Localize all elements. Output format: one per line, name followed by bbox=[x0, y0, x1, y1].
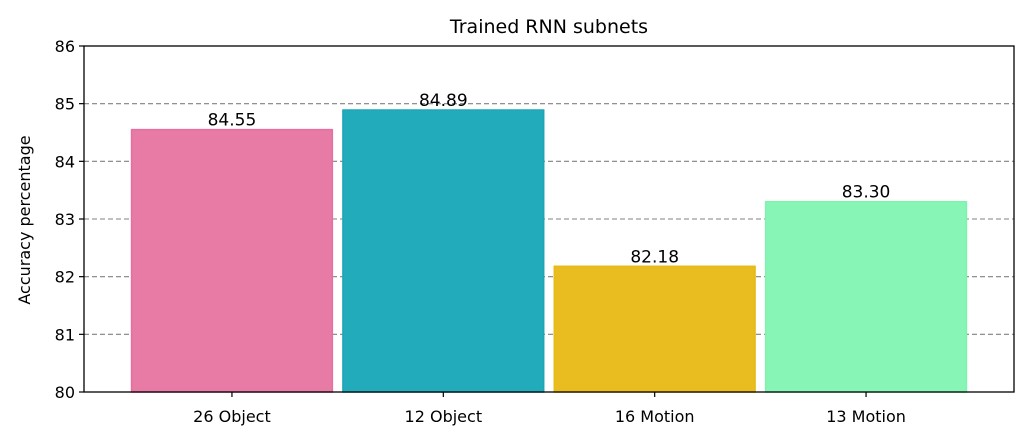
x-tick-label: 16 Motion bbox=[615, 407, 695, 426]
bars bbox=[130, 109, 968, 393]
x-tick-label: 12 Object bbox=[405, 407, 483, 426]
bar-1 bbox=[342, 109, 545, 393]
x-tick-label: 26 Object bbox=[193, 407, 271, 426]
y-tick-label: 83 bbox=[55, 210, 75, 229]
bar-2 bbox=[553, 265, 756, 393]
x-axis-ticks: 26 Object 12 Object 16 Motion 13 Motion bbox=[193, 392, 906, 426]
chart-title: Trained RNN subnets bbox=[449, 16, 648, 38]
data-label: 82.18 bbox=[630, 247, 679, 267]
bar-3 bbox=[764, 200, 968, 393]
y-tick-label: 84 bbox=[55, 152, 75, 171]
x-tick-label: 13 Motion bbox=[826, 407, 906, 426]
y-tick-label: 85 bbox=[55, 95, 75, 114]
y-axis-ticks: 80 81 82 83 84 85 86 bbox=[55, 37, 84, 402]
y-tick-label: 81 bbox=[55, 325, 75, 344]
y-tick-label: 82 bbox=[55, 268, 75, 287]
data-label: 84.89 bbox=[419, 91, 468, 111]
y-axis-label: Accuracy percentage bbox=[15, 135, 34, 304]
data-label: 83.30 bbox=[842, 183, 891, 203]
y-tick-label: 86 bbox=[55, 37, 75, 56]
y-tick-label: 80 bbox=[55, 383, 75, 402]
bar-0 bbox=[130, 128, 334, 393]
data-label: 84.55 bbox=[208, 111, 257, 131]
data-labels: 84.55 84.89 82.18 83.30 bbox=[208, 91, 891, 267]
